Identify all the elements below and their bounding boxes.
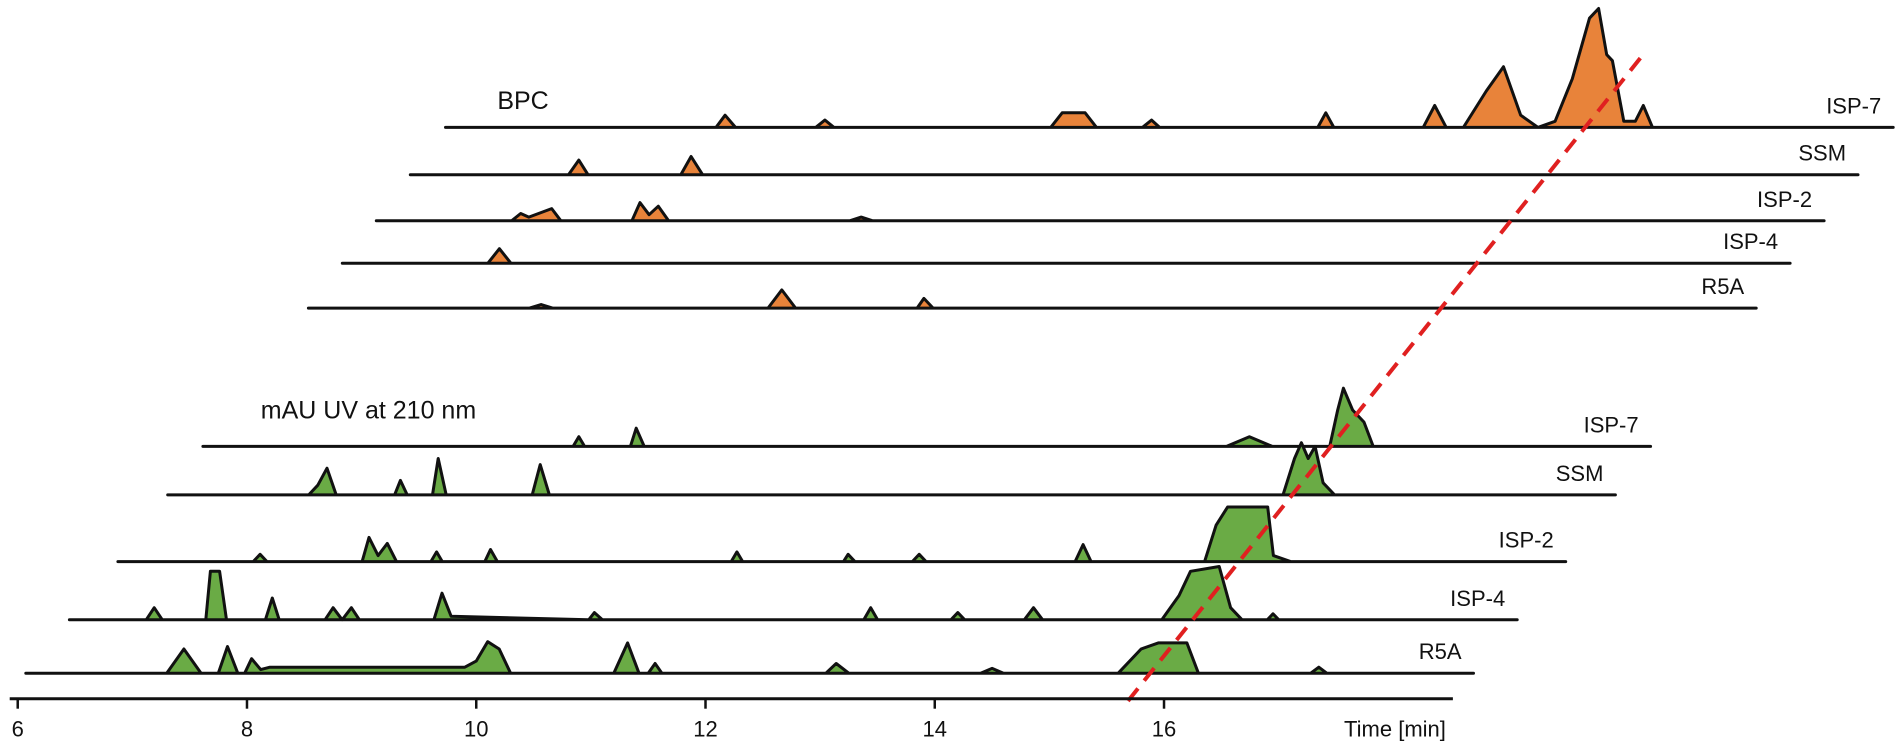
trace-label: SSM xyxy=(1556,461,1604,486)
x-tick-label: 16 xyxy=(1152,717,1176,742)
panel-label: mAU UV at 210 nm xyxy=(261,396,476,424)
x-tick-label: 6 xyxy=(12,717,24,742)
trace-label: ISP-7 xyxy=(1584,412,1639,437)
x-tick-label: 12 xyxy=(693,717,717,742)
trace-area xyxy=(408,155,1860,177)
x-tick-label: 10 xyxy=(464,717,488,742)
trace-area xyxy=(306,288,1758,310)
trace-label: ISP-2 xyxy=(1757,187,1812,212)
trace-label: SSM xyxy=(1798,141,1846,166)
panel-label: BPC xyxy=(497,87,548,115)
trace-label: ISP-7 xyxy=(1826,93,1881,118)
trace-area xyxy=(24,640,1475,675)
alignment-guide xyxy=(1126,49,1648,703)
trace-label: ISP-4 xyxy=(1450,586,1505,611)
trace-area xyxy=(374,201,1826,223)
trace-area xyxy=(166,441,1617,497)
trace-label: ISP-4 xyxy=(1723,229,1778,254)
trace-label: R5A xyxy=(1419,639,1462,664)
trace-area xyxy=(340,247,1792,265)
x-tick-label: 8 xyxy=(241,717,253,742)
trace-area xyxy=(67,565,1519,622)
trace-area xyxy=(116,505,1568,564)
x-tick-label: 14 xyxy=(923,717,947,742)
trace-label: ISP-2 xyxy=(1499,528,1554,553)
trace-area xyxy=(444,7,1895,129)
trace-label: R5A xyxy=(1701,274,1744,299)
x-axis-title: Time [min] xyxy=(1344,717,1446,742)
trace-area xyxy=(201,386,1653,448)
